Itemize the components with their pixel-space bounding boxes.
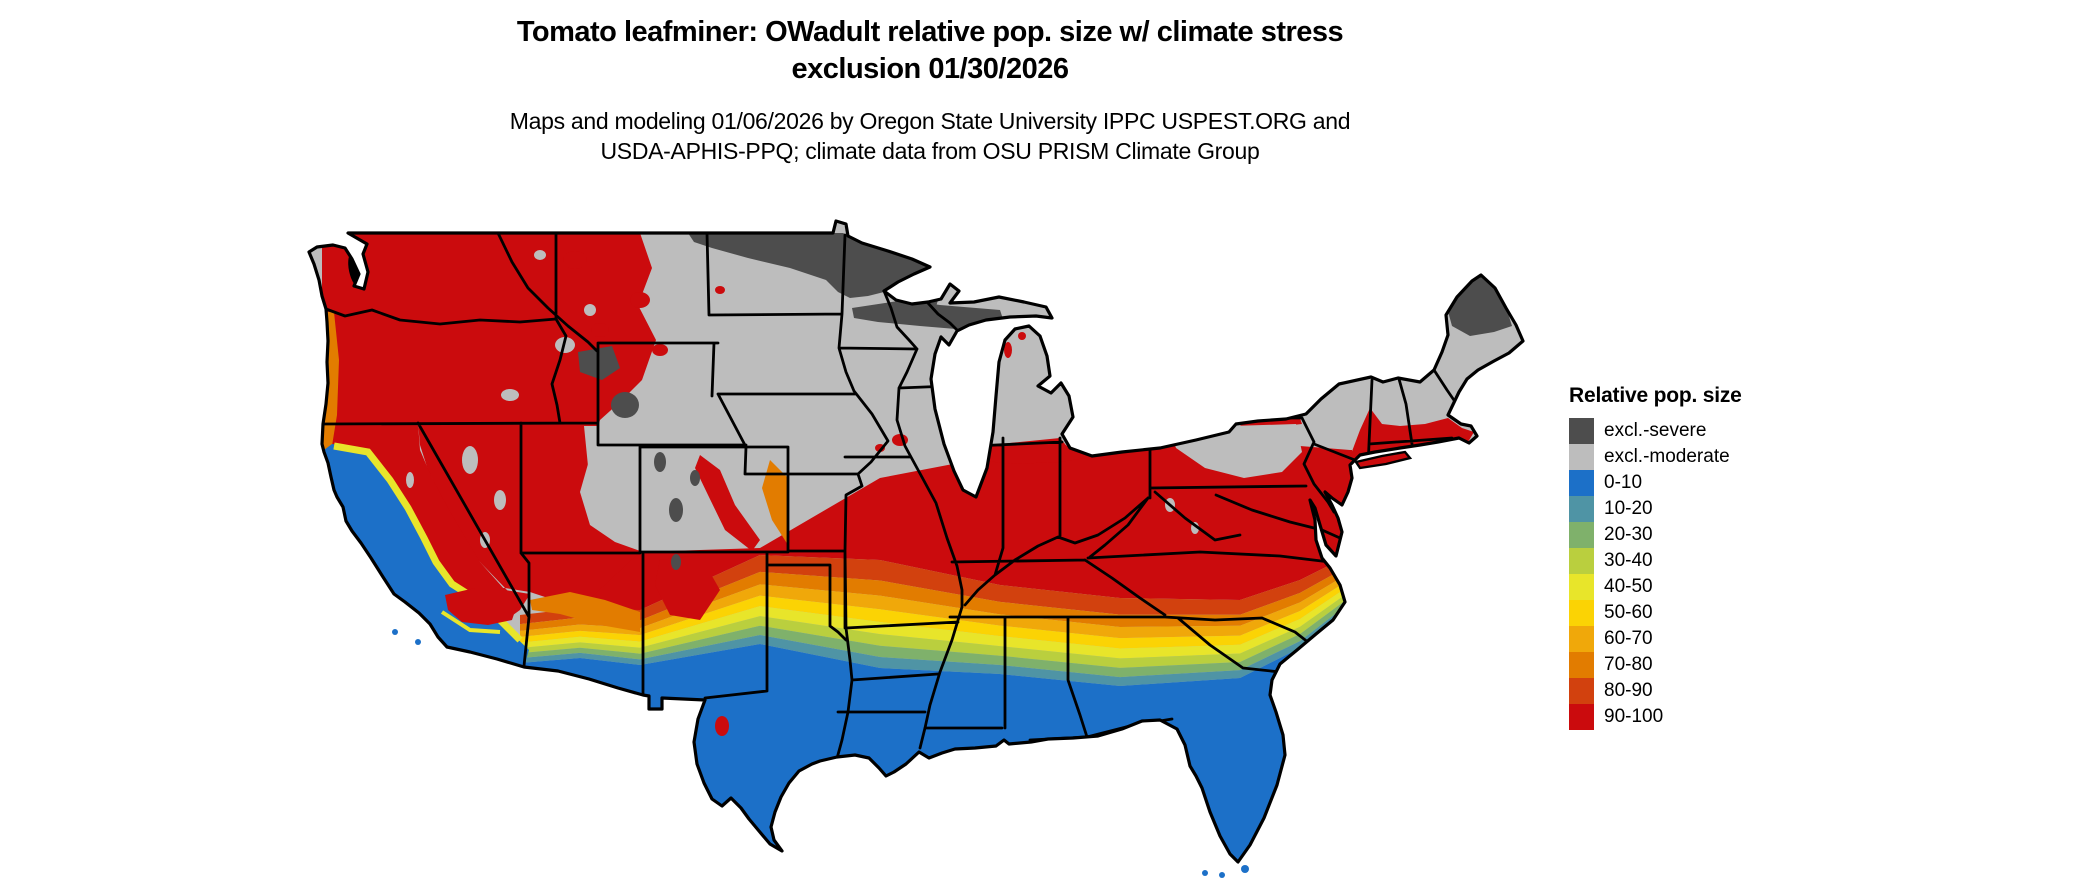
region-nevada-moderate-speck — [494, 490, 506, 510]
legend-swatch — [1569, 522, 1594, 548]
legend-swatch — [1569, 704, 1594, 730]
band-80-90 — [520, 555, 1350, 625]
region-colorado-severe-speck — [690, 470, 700, 486]
map-subtitle-line1: Maps and modeling 01/06/2026 by Oregon S… — [509, 108, 1351, 134]
legend-item: 70-80 — [1569, 652, 1829, 678]
legend-label: 20-30 — [1604, 524, 1653, 545]
region-sierra-moderate-speck — [406, 472, 414, 488]
legend-label: 50-60 — [1604, 602, 1653, 623]
region-arizona-orange-belt — [530, 592, 640, 632]
region-colorado-severe-speck — [654, 452, 666, 472]
region-wyoming-severe-patch — [611, 392, 639, 418]
legend-item: 0-10 — [1569, 470, 1829, 496]
legend-item: 10-20 — [1569, 496, 1829, 522]
map-title: Tomato leafminer: OWadult relative pop. … — [0, 14, 1860, 88]
legend-swatch — [1569, 574, 1594, 600]
legend-item: 50-60 — [1569, 600, 1829, 626]
legend-label: 70-80 — [1604, 654, 1653, 675]
long-island — [1354, 450, 1413, 470]
region-socal-mountains-high — [445, 588, 518, 625]
map-title-line1: Tomato leafminer: OWadult relative pop. … — [516, 16, 1344, 48]
legend-item: 90-100 — [1569, 704, 1829, 730]
region-colorado-east-orange — [762, 460, 788, 545]
band-10-20 — [520, 602, 1350, 686]
legend-label: excl.-severe — [1604, 420, 1707, 441]
legend-label: 0-10 — [1604, 472, 1643, 493]
region-central-east-high — [520, 432, 1352, 615]
map-subtitle-line2: USDA-APHIS-PPQ; climate data from OSU PR… — [600, 138, 1260, 164]
band-60-70 — [520, 572, 1350, 639]
florida-keys-island — [1219, 872, 1225, 878]
region-montana-high-patch — [630, 292, 650, 308]
legend-label: 10-20 — [1604, 498, 1653, 519]
legend-label: 40-50 — [1604, 576, 1653, 597]
legend-item: excl.-moderate — [1569, 444, 1829, 470]
legend-swatch — [1569, 548, 1594, 574]
region-colorado-high-vein — [695, 455, 760, 551]
legend-label: excl.-moderate — [1604, 446, 1730, 467]
map-title-line2: exclusion 01/30/2026 — [791, 53, 1069, 85]
region-michigan-high-patch — [1018, 332, 1026, 340]
legend-swatch — [1569, 678, 1594, 704]
map-subtitle: Maps and modeling 01/06/2026 by Oregon S… — [0, 106, 1860, 166]
legend-swatch — [1569, 626, 1594, 652]
legend-label: 80-90 — [1604, 680, 1653, 701]
region-montana-high-patch — [652, 344, 668, 356]
region-montana-high-patch — [563, 251, 587, 269]
region-michigan-high-patch — [1004, 342, 1012, 358]
region-dakota-high-patch — [715, 286, 725, 294]
region-north-maine-severe — [1446, 275, 1512, 336]
legend-swatch — [1569, 652, 1594, 678]
legend-swatch — [1569, 418, 1594, 444]
legend-item: 30-40 — [1569, 548, 1829, 574]
channel-island — [415, 639, 421, 645]
region-oregon-moderate-speck — [501, 389, 519, 401]
region-montana-high-patch — [591, 323, 609, 337]
region-newmexico-high-patch — [655, 555, 720, 620]
legend-swatch — [1569, 444, 1594, 470]
legend-swatch — [1569, 600, 1594, 626]
legend-item: 80-90 — [1569, 678, 1829, 704]
region-socal-fringe-yellow — [440, 610, 501, 634]
band-70-80 — [520, 565, 1350, 631]
us-outline — [307, 219, 1525, 864]
region-idaho-moderate-speck — [584, 304, 596, 316]
florida-keys-island — [1241, 865, 1249, 873]
channel-island — [392, 629, 398, 635]
region-washington-moderate-speck — [534, 250, 546, 260]
legend-item: 60-70 — [1569, 626, 1829, 652]
legend-swatch — [1569, 470, 1594, 496]
region-westtexas-high-patch — [715, 716, 729, 736]
legend-label: 90-100 — [1604, 706, 1664, 727]
region-midlatitude-high — [520, 432, 1352, 615]
legend-items: excl.-severe excl.-moderate 0-10 10-20 20-30… — [1569, 418, 1829, 730]
map-legend: Relative pop. size excl.-severe excl.-mod… — [1569, 384, 1829, 730]
legend-swatch — [1569, 496, 1594, 522]
region-colorado-severe-speck — [669, 498, 683, 522]
region-nevada-moderate-speck — [462, 446, 478, 474]
region-newmexico-severe-speck — [671, 554, 681, 570]
us-map — [307, 219, 1525, 878]
region-north-dakota-minnesota-severe — [688, 233, 930, 298]
legend-item: excl.-severe — [1569, 418, 1829, 444]
legend-title: Relative pop. size — [1569, 384, 1742, 407]
florida-keys-island — [1202, 870, 1208, 876]
legend-label: 30-40 — [1604, 550, 1653, 571]
legend-label: 60-70 — [1604, 628, 1653, 649]
legend-item: 40-50 — [1569, 574, 1829, 600]
legend-item: 20-30 — [1569, 522, 1829, 548]
state-borders — [321, 231, 1460, 764]
